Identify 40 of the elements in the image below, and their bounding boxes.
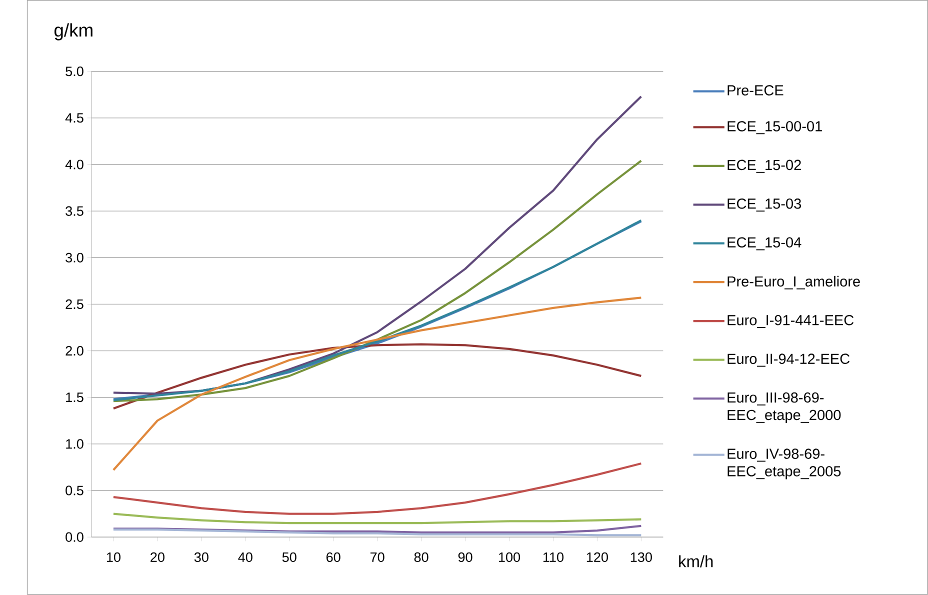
- line-series: [112, 160, 642, 402]
- legend-label: Euro_I-91-441-EEC: [728, 315, 854, 328]
- legend-label: Pre-ECE: [728, 85, 784, 96]
- legend-label: ECE_15-00-01: [728, 121, 822, 134]
- legend-label: ECE_15-04: [728, 237, 802, 250]
- legend-label: Euro_IV-98-69-EEC_etape_2005: [728, 448, 841, 480]
- legend-label: ECE_15-02: [728, 160, 801, 173]
- x-tick-label: 110: [543, 552, 564, 562]
- legend-label: Euro_III-98-69-EEC_etape_2000: [728, 392, 841, 424]
- y-tick-label: 0.5: [66, 486, 84, 496]
- y-tick-label: 5.0: [66, 66, 84, 76]
- y-tick-label: 3.0: [66, 252, 84, 263]
- x-tick-label: 130: [630, 552, 652, 562]
- y-tick-label: 0.0: [66, 532, 84, 542]
- y-tick-label: 2.0: [66, 346, 84, 356]
- line-series: [112, 96, 642, 395]
- line-series: [112, 343, 642, 410]
- y-tick-label: 4.5: [65, 113, 84, 123]
- x-tick-label: 30: [194, 552, 208, 562]
- x-tick-label: 50: [282, 552, 296, 562]
- y-tick-label: 1.0: [66, 439, 84, 449]
- y-axis-title: g/km: [54, 23, 92, 40]
- x-axis-title: km/h: [679, 555, 713, 568]
- x-tick-label: 60: [326, 552, 340, 562]
- x-tick-label: 40: [238, 552, 252, 562]
- x-tick-label: 70: [370, 552, 384, 562]
- legend-label: ECE_15-03: [728, 198, 802, 212]
- x-tick-label: 20: [150, 552, 164, 562]
- y-tick-label: 2.5: [66, 299, 84, 310]
- x-tick-label: 120: [586, 552, 608, 562]
- y-tick-label: 3.5: [66, 206, 84, 216]
- x-tick-label: 10: [106, 552, 120, 562]
- legend-label: Pre-Euro_I_ameliore: [728, 276, 860, 290]
- y-tick-label: 1.5: [66, 392, 84, 402]
- x-tick-label: 90: [458, 552, 472, 562]
- legend-label: Euro_II-94-12-EEC: [728, 354, 850, 367]
- x-tick-label: 100: [498, 552, 520, 562]
- line-series: [112, 462, 642, 515]
- y-tick-label: 4.0: [65, 160, 84, 170]
- x-tick-label: 80: [414, 552, 428, 562]
